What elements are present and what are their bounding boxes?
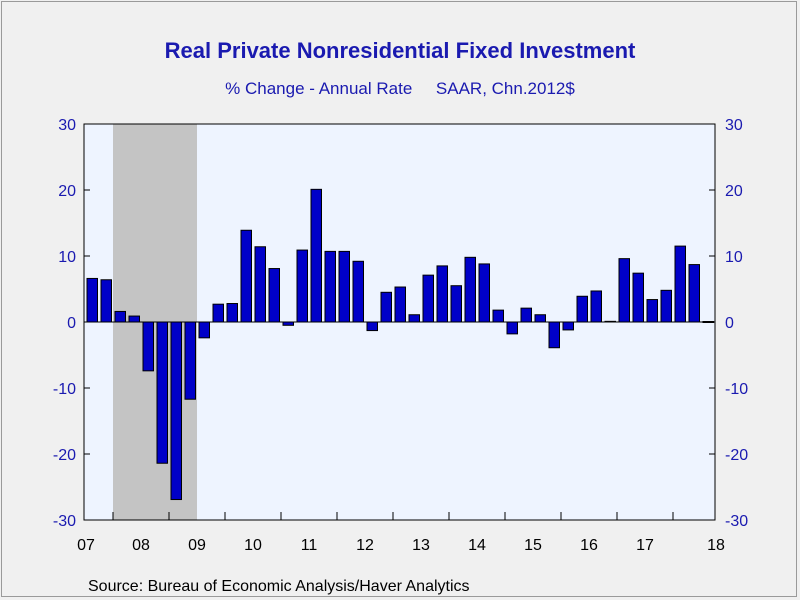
bar <box>674 245 686 323</box>
bar <box>240 229 252 323</box>
bar <box>576 295 588 323</box>
bar <box>534 314 546 323</box>
bar <box>478 263 490 323</box>
bar <box>366 321 378 332</box>
bar <box>352 260 364 323</box>
y-tick-label-right: 10 <box>725 249 743 266</box>
source-note: Source: Bureau of Economic Analysis/Have… <box>88 578 470 595</box>
x-tick-label: 16 <box>580 537 598 554</box>
bar <box>422 274 434 323</box>
x-tick-label: 11 <box>301 537 318 554</box>
bar <box>114 310 126 323</box>
x-tick-label: 10 <box>244 537 262 554</box>
y-tick-label-left: 20 <box>58 183 76 200</box>
x-tick-label: 15 <box>524 537 542 554</box>
x-tick-label: 17 <box>636 537 654 554</box>
bar <box>450 285 462 323</box>
bar <box>184 321 196 400</box>
bar <box>100 279 112 323</box>
bar <box>268 268 280 323</box>
bar <box>394 286 406 323</box>
bar <box>590 290 602 323</box>
y-tick-label-right: -20 <box>725 447 748 464</box>
y-tick-label-right: 30 <box>725 117 743 134</box>
y-tick-label-left: -30 <box>53 513 76 530</box>
bar <box>646 299 658 323</box>
chart-title: Real Private Nonresidential Fixed Invest… <box>164 38 636 63</box>
bar <box>520 307 532 323</box>
bar <box>660 289 672 323</box>
bar <box>688 264 700 323</box>
x-tick-label: 08 <box>132 537 150 554</box>
bar <box>254 246 266 323</box>
y-tick-label-right: -30 <box>725 513 748 530</box>
x-tick-label: 12 <box>356 537 374 554</box>
y-tick-label-left: -20 <box>53 447 76 464</box>
bar <box>198 321 210 339</box>
bar <box>464 256 476 323</box>
y-tick-label-left: -10 <box>53 381 76 398</box>
y-tick-label-right: -10 <box>725 381 748 398</box>
bar <box>212 303 224 323</box>
y-tick-label-left: 0 <box>67 315 76 332</box>
bar <box>408 314 420 323</box>
x-tick-label: 09 <box>188 537 206 554</box>
bar <box>226 303 238 323</box>
x-tick-label: 13 <box>412 537 430 554</box>
bar <box>506 321 518 335</box>
bar <box>324 250 336 323</box>
x-tick-label: 07 <box>77 537 95 554</box>
bar <box>548 321 560 349</box>
y-tick-label-right: 20 <box>725 183 743 200</box>
y-tick-label-left: 10 <box>58 249 76 266</box>
x-tick-label: 14 <box>468 537 486 554</box>
bar <box>170 321 182 501</box>
bar <box>86 277 98 323</box>
bar <box>156 321 168 464</box>
bar <box>296 249 308 323</box>
bar <box>142 321 154 372</box>
bar <box>632 272 644 323</box>
bar <box>338 250 350 323</box>
x-tick-label: 18 <box>707 537 725 554</box>
bar <box>618 258 630 323</box>
bar <box>436 265 448 323</box>
bar <box>492 309 504 323</box>
y-tick-label-right: 0 <box>725 315 734 332</box>
bar <box>380 291 392 323</box>
chart-subtitle: % Change - Annual Rate SAAR, Chn.2012$ <box>225 79 575 98</box>
bar <box>310 188 322 323</box>
bar <box>128 315 140 323</box>
y-tick-label-left: 30 <box>58 117 76 134</box>
bar <box>562 321 574 331</box>
